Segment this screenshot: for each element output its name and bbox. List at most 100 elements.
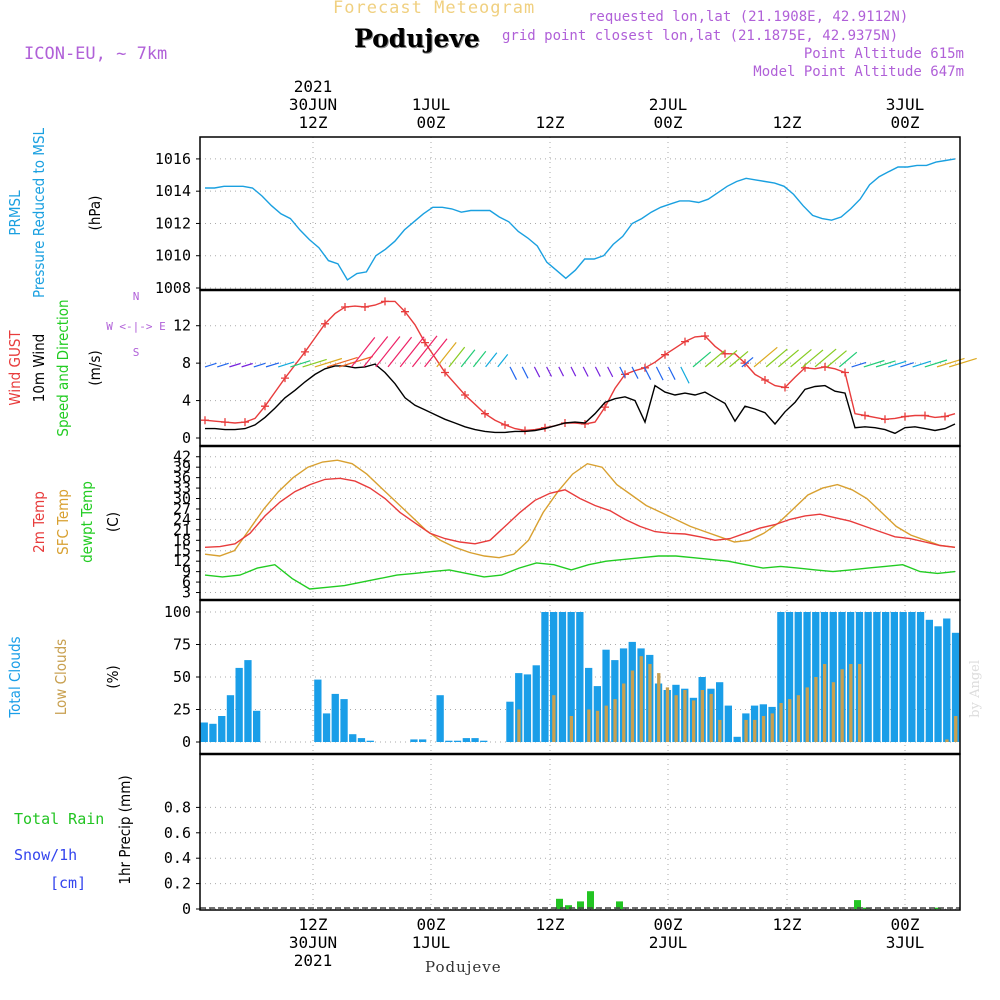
wind-gust-marker [381,297,389,306]
precip-label-unit: 1hr Precip (mm) [116,775,134,884]
wind-direction-arrow [265,362,280,368]
total-cloud-bar [934,626,942,742]
total-cloud-bar [925,619,933,742]
y-tick-label-1-0: 0 [182,429,191,447]
low-cloud-bar [692,700,696,742]
wind-direction-arrow [888,360,907,368]
grid-vertical-0 [312,137,906,290]
wind-direction-arrow [594,366,601,377]
wind-gust-marker [661,350,669,359]
wind-direction-arrow [924,359,948,368]
low-cloud-bar [770,713,774,742]
wind-direction-arrow [302,358,327,368]
y-tick-label-4-0: 0 [182,900,191,918]
time-top-hour-5: 00Z [891,113,920,132]
total-cloud-bar [453,740,462,742]
precip-legend-snow: Snow/1h [14,846,77,864]
cloud-label-low: Low Clouds [52,639,70,715]
rain-bar [577,901,584,909]
temp-label-sfc: SFC Temp [54,489,72,555]
total-cloud-bar [882,612,890,742]
low-cloud-bar [639,656,643,742]
wind-gust-marker [941,412,949,421]
panel-frame-4 [199,753,961,911]
total-cloud-bar [864,612,872,742]
wind-gust-marker [701,332,709,340]
y-tick-label-2-8: 27 [173,500,191,518]
wind-direction-arrow [326,356,358,368]
y-tick-label-2-7: 24 [173,510,191,528]
y-tick-label-3-0: 0 [182,733,191,751]
pressure-label-msl: Pressure Reduced to MSL [30,127,48,298]
wind-direction-arrow [472,350,487,368]
low-cloud-bar [945,739,949,742]
wind-direction-arrow [546,366,553,377]
wind-direction-arrow [229,362,241,368]
total-cloud-bar [244,660,252,742]
rain-bar [587,891,594,909]
wind-direction-arrow [570,366,577,377]
total-cloud-bar [506,701,514,742]
point-altitude: Point Altitude 615m [803,46,964,62]
wind-direction-arrow [448,346,466,368]
y-tick-label-0-2: 1012 [155,214,191,232]
wind-direction-arrow [619,366,626,378]
low-cloud-bar [604,705,608,742]
time-bottom-hour-5: 00Z [891,915,920,934]
model-label: ICON-EU, ~ 7km [24,44,168,64]
wind-direction-arrow [387,336,413,368]
wind-direction-arrow [875,360,896,368]
time-top-date-1: 1JUL [412,95,451,114]
y-tick-label-1-3: 12 [173,317,191,335]
wind-direction-arrow [278,361,295,368]
wind-direction-arrow [485,352,498,368]
low-cloud-bar [552,695,556,742]
wind-gust-marker [201,416,209,425]
dewpt-temp-line [204,555,956,590]
total-cloud-bar [943,618,951,742]
low-cloud-bar [630,670,635,742]
wind-gust-marker [441,368,449,377]
temp-2m-line [204,477,956,548]
total-cloud-bar [908,612,916,742]
total-cloud-bar [724,705,732,742]
time-top-hour-4: 12Z [773,113,802,132]
station-title: Podujeve [354,24,480,53]
rain-bar [565,905,572,909]
sfc-temp-line [204,459,956,559]
grid-horizontal-4 [200,806,960,910]
y-tick-label-2-5: 18 [173,531,191,549]
wind-gust-marker [881,415,889,424]
wind-gust-marker [781,383,789,392]
low-cloud-bar [657,673,661,742]
wind-direction-arrow [668,366,676,380]
grid-vertical-4 [312,754,906,910]
wind-direction-arrow [314,357,343,368]
wind-direction-arrow [204,362,217,368]
low-cloud-bar [613,699,617,742]
wind-direction-arrow [350,337,376,368]
wind-gust-marker [341,303,349,311]
wind-gust-marker [401,307,409,316]
precip-legend-rain: Total Rain [14,810,104,828]
wind-gust-marker [281,374,289,383]
wind-gust-marker [501,420,509,429]
total-cloud-bar [890,612,898,742]
time-bottom-date-3: 2JUL [649,933,688,952]
wind-direction-arrow [290,360,311,368]
total-cloud-bar [340,699,348,742]
wind-gust-marker [481,409,489,418]
time-bottom-date-0: 30JUN [289,933,337,952]
wind-gust-marker [761,376,769,384]
grid-horizontal-2 [200,456,960,594]
time-bottom-hour-0: 12Z [299,915,328,934]
wind-direction-arrow [717,349,738,368]
low-cloud-bar [779,703,783,742]
wind-direction-arrow [851,361,867,368]
y-tick-label-2-3: 12 [173,552,191,570]
rain-bar [616,901,623,909]
y-tick-label-1-1: 4 [182,392,191,410]
total-cloud-bar [436,695,444,742]
wind-direction-arrow [363,336,389,368]
